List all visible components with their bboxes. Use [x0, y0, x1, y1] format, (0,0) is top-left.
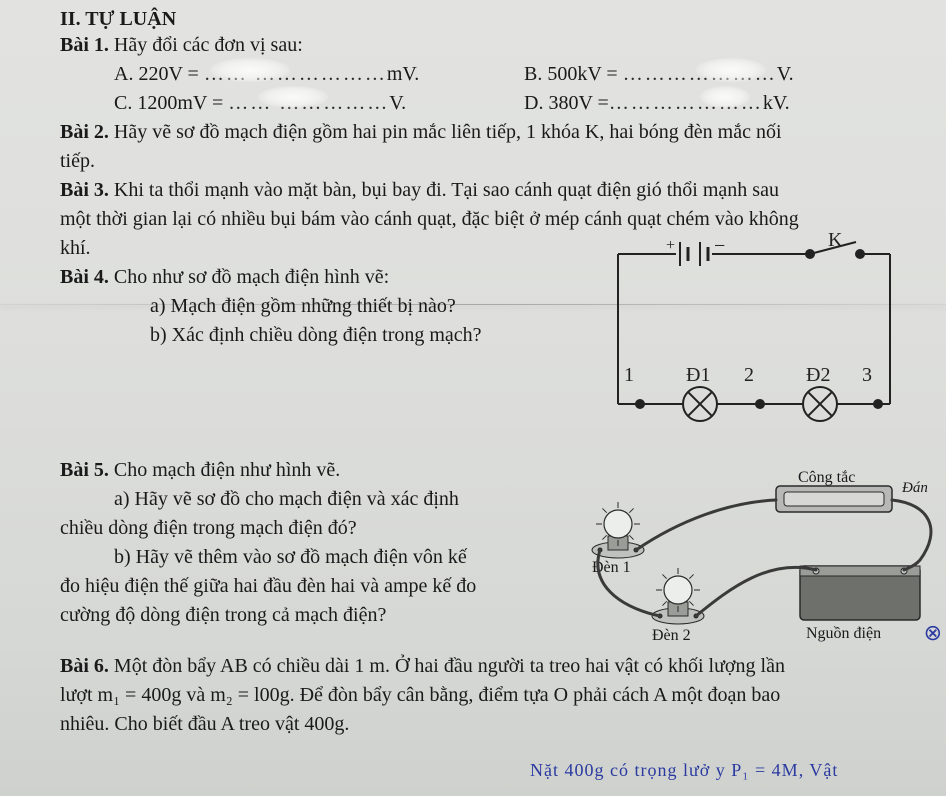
bai1-line-CD: C. 1200mV = …… ……………V. D. 380V =…………………k… — [60, 89, 940, 118]
bai2-label: Bài 2. — [60, 121, 109, 143]
svg-text:2: 2 — [744, 364, 754, 386]
bai1-A-left: A. 220V = — [114, 63, 204, 85]
bai1-C-unit: V. — [389, 92, 406, 114]
bai1-row: Bài 1. Hãy đổi các đơn vị sau: — [60, 31, 940, 60]
bai1-A-unit: mV. — [387, 63, 419, 85]
bai3-label: Bài 3. — [60, 179, 109, 201]
bai5-a2: chiều dòng điện trong mạch điện đó? — [60, 514, 580, 543]
bai6-text1: Một đòn bẩy AB có chiều dài 1 m. Ở hai đ… — [114, 655, 785, 677]
bai5-b3: cường độ dòng điện trong cả mạch điện? — [60, 601, 580, 630]
bai5-a1: a) Hãy vẽ sơ đồ cho mạch điện và xác địn… — [60, 485, 580, 514]
circuit1-svg: +−KĐ1Đ2123 — [600, 232, 910, 424]
svg-text:K: K — [828, 232, 843, 251]
bai6-label: Bài 6. — [60, 655, 109, 677]
bai5-text: Cho mạch điện như hình vẽ. — [114, 459, 340, 481]
svg-text:Công tắc: Công tắc — [798, 470, 855, 486]
bai4-text: Cho như sơ đồ mạch điện hình vẽ: — [114, 266, 389, 288]
svg-text:Đ2: Đ2 — [806, 364, 830, 386]
bai2-line1: Bài 2. Hãy vẽ sơ đồ mạch điện gồm hai pi… — [60, 118, 940, 147]
bai5-b1: b) Hãy vẽ thêm vào sơ đồ mạch điện vôn k… — [60, 543, 580, 572]
bai6-text3: nhiêu. Cho biết đầu A treo vật 400g. — [60, 710, 930, 739]
svg-text:+: + — [666, 237, 675, 254]
bai1-B-left: B. 500kV = — [524, 63, 623, 85]
bai1-D-unit: kV. — [763, 92, 790, 114]
bai1-D-left: D. 380V = — [524, 92, 609, 114]
svg-text:Đ1: Đ1 — [686, 364, 710, 386]
bai4-label: Bài 4. — [60, 266, 109, 288]
bai3-line2: một thời gian lại có nhiều bụi bám vào c… — [60, 205, 940, 234]
bai6-block: Bài 6. Một đòn bẩy AB có chiều dài 1 m. … — [60, 652, 930, 739]
svg-text:Nguồn điện: Nguồn điện — [806, 625, 881, 642]
section-title: II. TỰ LUẬN — [60, 8, 940, 31]
svg-text:1: 1 — [624, 364, 634, 386]
handwritten-note: Nặt 400g có trọng lưở y P₁ = 4M, Vật — [530, 760, 838, 781]
bai1-prompt: Hãy đổi các đơn vị sau: — [114, 34, 303, 56]
circuit2-svg: Công tắcĐánNguồn điệnĐèn 1Đèn 2 — [570, 470, 946, 650]
bai3-text1: Khi ta thổi mạnh vào mặt bàn, bụi bay đi… — [114, 179, 779, 201]
hand-margin-icon: ⊗ — [924, 620, 942, 646]
bai1-label: Bài 1. — [60, 34, 109, 56]
bai5-label: Bài 5. — [60, 459, 109, 481]
bai1-D-dots: ………………… — [609, 92, 763, 114]
bai5-b2: đo hiệu điện thế giữa hai đầu đèn hai và… — [60, 572, 580, 601]
svg-text:Đán: Đán — [901, 480, 928, 496]
bai2-text1: Hãy vẽ sơ đồ mạch điện gồm hai pin mắc l… — [114, 121, 782, 143]
exam-page: II. TỰ LUẬN Bài 1. Hãy đổi các đơn vị sa… — [0, 0, 946, 796]
bai3-line1: Bài 3. Khi ta thổi mạnh vào mặt bàn, bụi… — [60, 176, 940, 205]
bai6-text2: lượt m₁ = 400g và m₂ = l00g. Để đòn bẩy … — [60, 681, 930, 710]
bai1-line-AB: A. 220V = …… ………………mV. B. 500kV = ………………… — [60, 60, 940, 89]
bai1-C-left: C. 1200mV = — [114, 92, 228, 114]
circuit-drawing-bai5: Công tắcĐánNguồn điệnĐèn 1Đèn 2 — [570, 470, 946, 650]
bai1-B-dots: ………………… — [623, 63, 777, 85]
bai2-line2: tiếp. — [60, 147, 940, 176]
circuit-diagram-bai4: +−KĐ1Đ2123 — [600, 232, 910, 424]
bai5-block: Bài 5. Cho mạch điện như hình vẽ. a) Hãy… — [60, 456, 580, 630]
svg-text:3: 3 — [862, 364, 872, 386]
svg-text:Đèn 2: Đèn 2 — [652, 627, 691, 644]
bai1-A-dots: …… ……………… — [204, 63, 387, 85]
bai1-B-unit: V. — [777, 63, 794, 85]
bai1-C-dots: …… …………… — [228, 92, 389, 114]
